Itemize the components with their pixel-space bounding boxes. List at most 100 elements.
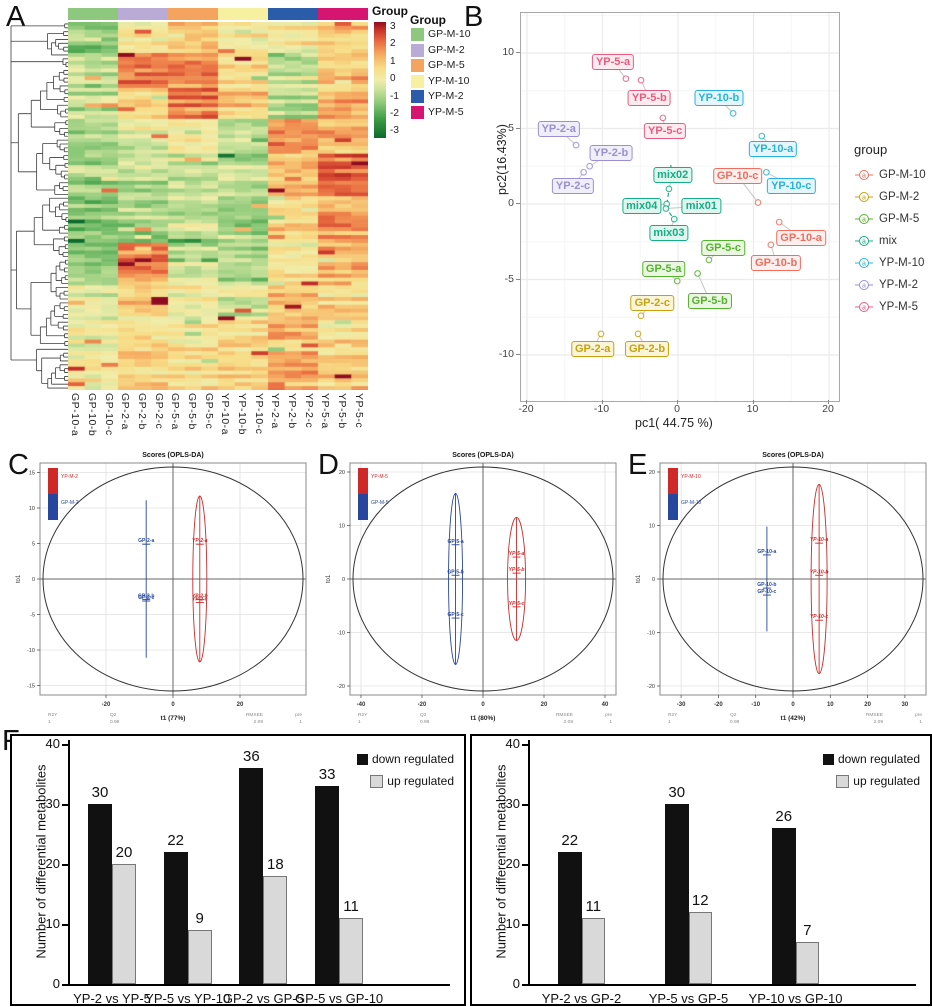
heatmap-column-label: GP-2-b [136, 393, 148, 430]
pca-point-label-GP-10-a: GP-10-a [776, 229, 826, 246]
pca-point-label-YP-10-a: YP-10-a [748, 140, 798, 157]
data-point-YP-2-c [580, 168, 587, 176]
hotelling-ellipse [352, 466, 614, 692]
bar-up-YP-5 vs YP-10 [187, 930, 212, 984]
bar-value-up: 11 [343, 898, 359, 915]
y-tick: 10 [339, 524, 345, 530]
pca-point-label-YP-5-c: YP-5-c [644, 122, 687, 139]
panel-label-a: A [6, 1, 26, 33]
hotelling-ellipse [42, 466, 304, 692]
heatmap-column-label: GP-5-a [169, 393, 182, 430]
bar-down-YP-5 vs YP-10 [163, 852, 188, 984]
pca-x-tickmark [677, 400, 678, 404]
stat-key: R2Y [48, 712, 58, 718]
legend-key-icon: a [855, 302, 873, 312]
bar-down-YP-10 vs GP-10 [772, 828, 796, 984]
bar-chart-right: 0 10 20 30 40 Number of differential metaboli… [470, 734, 932, 1006]
pca-y-tick: 5 [508, 121, 514, 134]
legend-label-YP-M-5: YP-M-5 [371, 474, 388, 480]
x-axis-line [528, 984, 916, 986]
y-tick-label: 10 [505, 916, 520, 931]
legend-block-YP-M-2 [48, 468, 58, 494]
bar-category-label: GP-2 vs GP-5 [222, 991, 304, 1006]
pca-point-label-YP-2-a: YP-2-a [537, 121, 580, 138]
legend-swatch [836, 774, 850, 788]
legend-label: up regulated [387, 774, 454, 788]
stat-value: 0.99 [730, 719, 740, 725]
stat-key: R2Y [358, 712, 368, 718]
y-tick: 0 [32, 577, 35, 583]
data-point-YP-10-c [762, 168, 770, 176]
stat-value: 1 [668, 719, 671, 725]
pca-point-label-mix01: mix01 [681, 198, 721, 215]
annotation-segment-GP-M-10 [68, 8, 118, 20]
y-tick: 5 [32, 542, 35, 548]
y-tick-label: 0 [512, 976, 520, 991]
pca-point-label-YP-2-b: YP-2-b [589, 144, 633, 161]
pca-x-tickmark [752, 400, 754, 404]
stat-key: RMSEE [556, 712, 573, 718]
opls-x-label: t1 (42%) [781, 715, 806, 722]
point-label-YP-10-c: YP-10-c [810, 614, 829, 620]
y-tickmark [62, 744, 68, 746]
point-label-YP-2-c: YP-2-c [192, 596, 208, 602]
heatmap-group-annotation-bar [68, 8, 368, 20]
legend-label: down regulated [371, 752, 454, 766]
svg-text:a: a [862, 239, 866, 246]
pca-point-label-GP-2-b: GP-2-b [625, 340, 670, 357]
y-tickmark [522, 924, 528, 926]
pca-point-label-YP-5-b: YP-5-b [627, 90, 671, 107]
legend-key-icon: a [855, 236, 873, 246]
legend-label-GP-M-10: GP-M-10 [681, 500, 702, 506]
legend-label: up regulated [853, 774, 920, 788]
pca-point-label-mix03: mix03 [649, 224, 689, 241]
y-tickmark [62, 984, 68, 986]
point-label-YP-5-b: YP-5-b [509, 567, 525, 573]
point-label-GP-2-c: GP-2-c [138, 595, 154, 601]
legend-key-icon: a [855, 170, 873, 180]
bar-value-up: 12 [691, 892, 709, 909]
pca-y-tickmark [516, 203, 520, 204]
svg-text:a: a [862, 217, 866, 224]
stat-value: 2.09 [564, 719, 574, 725]
opls-title: Scores (OPLS-DA) [762, 452, 823, 459]
stat-key: Q2 [110, 712, 117, 718]
pca-point-label-YP-5-a: YP-5-a [591, 54, 635, 71]
stat-value: 2.09 [254, 719, 264, 725]
data-point-GP-10-a [775, 218, 783, 226]
opls-title: Scores (OPLS-DA) [452, 452, 513, 459]
y-tick: 20 [339, 470, 345, 476]
stat-value: 2.09 [874, 719, 884, 725]
data-point-GP-5-a [673, 277, 681, 285]
y-tick: -10 [647, 631, 655, 637]
y-tick: 10 [649, 524, 655, 530]
legend-label: YP-M-2 [879, 279, 918, 291]
point-label-GP-2-b: GP-2-b [138, 594, 154, 600]
pca-legend-item-GP-M-5: a GP-M-5 [854, 212, 919, 226]
pca-legend-item-YP-M-5: a YP-M-5 [854, 300, 918, 314]
bar-legend-item-down-regulated: down regulated [822, 752, 920, 766]
pca-legend-item-YP-M-10: a YP-M-10 [854, 256, 924, 270]
heatmap-column-label: GP-5-c [202, 393, 215, 430]
legend-swatch [370, 774, 384, 788]
stat-key: RMSEE [866, 712, 883, 718]
bar-down-GP-2 vs GP-5 [239, 768, 264, 984]
pca-x-tick: -10 [593, 403, 610, 415]
heatmap-column-label: YP-2-a [269, 393, 282, 429]
legend-label: YP-M-5 [428, 105, 464, 118]
x-tick: -20 [102, 702, 111, 708]
bar-value-down: 36 [243, 748, 260, 765]
y-tick: 20 [649, 470, 655, 476]
colorbar-tick: 0 [390, 73, 396, 85]
colorbar-tick: 3 [390, 21, 396, 32]
heatmap-colorbar [374, 22, 386, 138]
point-label-GP-10-a: GP-10-a [757, 549, 776, 555]
legend-label: GP-M-2 [879, 191, 920, 203]
x-tick: 0 [171, 702, 175, 708]
heatmap-legend-title: Group [410, 13, 446, 27]
legend-label: YP-M-10 [879, 257, 925, 269]
bar-category-label: YP-10 vs GP-10 [748, 991, 843, 1006]
stat-value: 1 [48, 719, 51, 725]
x-tick: -20 [418, 702, 427, 708]
